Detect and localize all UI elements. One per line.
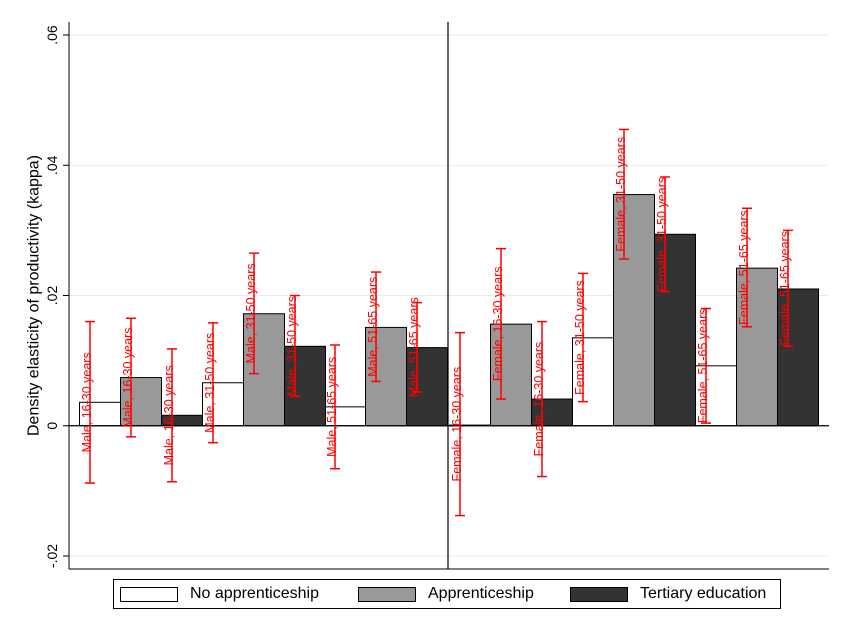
bar-label: Male, 31-50 years	[203, 333, 217, 433]
y-tick-label: .02	[44, 286, 60, 306]
bar	[613, 194, 655, 427]
y-tick-label: 0	[44, 422, 60, 430]
bar	[654, 233, 696, 427]
bar-label: Female, 31-50 years	[614, 137, 628, 252]
y-axis-title: Density elasticity of productivity (kapp…	[26, 155, 43, 436]
bar-label: Male, 16-30 years	[121, 328, 135, 428]
bar-label: Male, 51-65 years	[366, 277, 380, 377]
legend-label-no-apprenticeship: No apprenticeship	[190, 585, 319, 602]
legend-item-no-apprenticeship: No apprenticeship	[120, 585, 319, 603]
bar-label: Female, 51-65 years	[696, 309, 710, 424]
legend-swatch-apprenticeship	[358, 586, 416, 602]
bar-label: Male, 31-50 years	[285, 296, 299, 396]
bar	[284, 345, 326, 427]
legend-item-apprenticeship: Apprenticeship	[358, 585, 534, 603]
legend-item-tertiary-education: Tertiary education	[570, 585, 766, 603]
bar-label: Female, 16-30 years	[532, 342, 546, 457]
bar	[365, 326, 407, 427]
bar	[490, 323, 532, 427]
bar-label: Male, 16-30 years	[80, 352, 94, 452]
bar-label: Female, 16-30 years	[450, 367, 464, 482]
bar-label: Male, 51-65 years	[325, 357, 339, 457]
bar	[777, 288, 819, 427]
y-tick-label: .06	[44, 25, 60, 45]
legend-label-apprenticeship: Apprenticeship	[428, 585, 534, 602]
y-tick-label: .04	[44, 155, 60, 175]
legend-label-tertiary-education: Tertiary education	[640, 585, 767, 602]
legend-swatch-tertiary-education	[570, 586, 628, 602]
bar-label: Female, 31-50 years	[655, 177, 669, 292]
bar-label: Female, 31-50 years	[573, 280, 587, 395]
bar-label: Female, 16-30 years	[491, 267, 505, 382]
bar-label: Female, 51-65 years	[778, 231, 792, 346]
bar-label: Male, 51-65 years	[407, 297, 421, 397]
bar-label: Male, 16-30 years	[162, 365, 176, 465]
bar	[531, 398, 573, 427]
bar-label: Female, 51-65 years	[737, 210, 751, 325]
legend-swatch-no-apprenticeship	[120, 586, 178, 602]
legend: No apprenticeship Apprenticeship Tertiar…	[113, 579, 781, 609]
bar-label: Male, 31-50 years	[244, 263, 258, 363]
y-tick-label: -.02	[44, 544, 60, 568]
